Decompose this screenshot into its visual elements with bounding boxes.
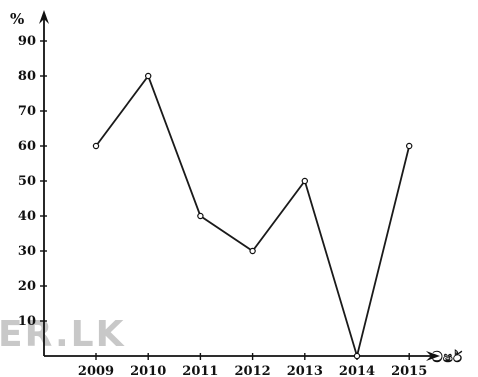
series bbox=[92, 72, 413, 360]
watermark-text: ER.LK bbox=[0, 314, 126, 355]
x-axis-arrow bbox=[426, 351, 440, 361]
y-axis-title: % bbox=[10, 10, 24, 28]
series-line bbox=[95, 74, 411, 360]
x-tick-label: 2013 bbox=[287, 364, 323, 377]
y-tick-label: 20 bbox=[18, 279, 36, 294]
axes bbox=[39, 10, 440, 361]
y-axis-arrow bbox=[39, 10, 49, 24]
y-tick-label: 50 bbox=[18, 174, 36, 189]
x-tick-label: 2014 bbox=[339, 364, 375, 377]
data-point bbox=[301, 177, 308, 185]
data-point bbox=[92, 142, 100, 150]
y-tick-label: 30 bbox=[18, 244, 36, 259]
y-tick-label: 90 bbox=[18, 34, 36, 49]
y-tick-label: 10 bbox=[18, 314, 36, 329]
data-point bbox=[197, 212, 204, 220]
x-axis-title: වර්ෂ bbox=[432, 348, 463, 366]
x-tick-label: 2009 bbox=[78, 364, 114, 377]
y-tick-label: 60 bbox=[18, 139, 36, 154]
y-tick-label: 70 bbox=[18, 104, 36, 119]
ticks: 10 20 30 40 50 60 70 80 90 2009 2010 2011 2012 2013 20… bbox=[18, 34, 427, 377]
data-point bbox=[144, 72, 152, 80]
data-point bbox=[353, 352, 361, 360]
y-tick-label: 40 bbox=[18, 209, 36, 224]
y-tick-label: 80 bbox=[18, 69, 36, 84]
x-tick-label: 2012 bbox=[235, 364, 271, 377]
data-point bbox=[249, 247, 256, 255]
x-tick-label: 2010 bbox=[130, 364, 166, 377]
data-point bbox=[406, 142, 413, 150]
x-tick-label: 2011 bbox=[182, 364, 218, 377]
x-tick-label: 2015 bbox=[391, 364, 427, 377]
